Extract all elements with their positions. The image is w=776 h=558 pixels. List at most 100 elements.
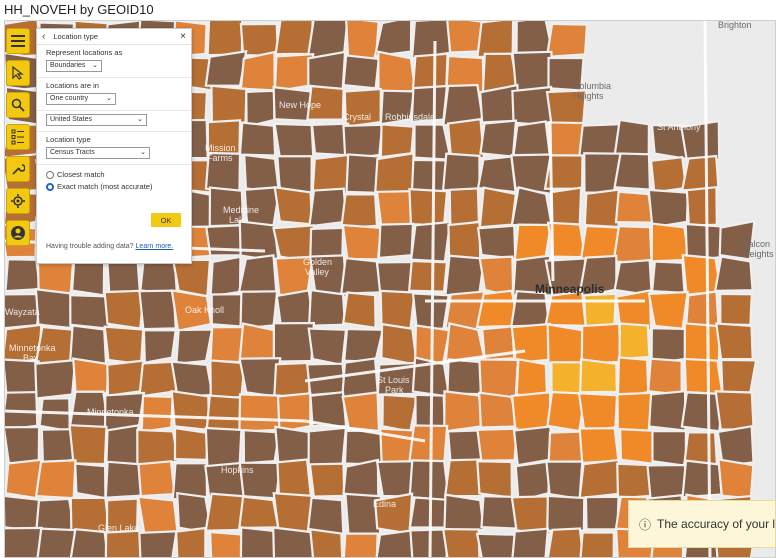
census-tract — [237, 254, 278, 295]
census-tract — [306, 84, 345, 121]
location-type-label: Location type — [46, 135, 91, 144]
represent-select[interactable]: Boundaries ⌄ — [46, 60, 102, 72]
place-label-crystal: Crystal — [343, 112, 371, 122]
radio-closest-match[interactable]: Closest match — [46, 170, 182, 179]
census-tract — [273, 186, 314, 226]
cursor-icon — [12, 66, 24, 80]
place-label-st-anthony: St Anthony — [657, 122, 701, 132]
chevron-down-icon: ⌄ — [106, 95, 112, 102]
census-tract — [34, 288, 75, 330]
locations-in-label: Locations are in — [46, 81, 99, 90]
legend-button[interactable] — [6, 124, 30, 150]
place-label-glen-lake: Glen Lake — [98, 523, 139, 533]
radio-exact-label: Exact match (most accurate) — [57, 182, 153, 191]
chevron-down-icon: ⌄ — [137, 116, 143, 123]
census-tract — [444, 254, 486, 297]
census-tract — [612, 225, 653, 264]
census-tract — [34, 459, 77, 500]
profile-button[interactable] — [6, 220, 30, 246]
census-tract — [680, 154, 720, 192]
radio-exact-match[interactable]: Exact match (most accurate) — [46, 182, 182, 191]
census-tract — [647, 357, 683, 397]
menu-icon — [11, 35, 25, 47]
census-tract — [208, 530, 248, 557]
country-select[interactable]: United States ⌄ — [46, 114, 147, 126]
census-tract — [441, 152, 481, 192]
user-icon — [11, 226, 25, 240]
census-tract — [407, 259, 449, 293]
place-label-minnetonka: Minnetonka — [87, 407, 134, 417]
location-type-select[interactable]: Census Tracts ⌄ — [46, 147, 150, 159]
census-tract — [717, 458, 755, 500]
census-tract — [373, 21, 413, 58]
census-tract — [512, 120, 552, 158]
census-tract — [307, 288, 347, 327]
settings-button[interactable] — [6, 188, 30, 214]
census-tract — [619, 427, 655, 466]
represent-label: Represent locations as — [46, 48, 123, 57]
census-tract — [647, 290, 689, 330]
census-tract — [476, 224, 517, 260]
census-tract — [714, 390, 755, 431]
census-tract — [5, 526, 43, 557]
tools-button[interactable] — [6, 156, 30, 182]
census-tract — [549, 186, 583, 228]
radio-closest-circle[interactable] — [46, 170, 54, 179]
locations-in-value: One country — [50, 95, 89, 102]
census-tract — [475, 532, 520, 557]
census-tract — [715, 322, 754, 361]
census-tract — [238, 322, 278, 364]
census-tract — [339, 256, 383, 295]
search-button[interactable] — [6, 92, 30, 118]
learn-more-link[interactable]: Learn more. — [135, 243, 174, 250]
close-icon[interactable]: × — [180, 31, 186, 42]
census-tract — [173, 426, 209, 461]
country-value: United States — [50, 116, 93, 123]
census-tract — [209, 255, 242, 298]
locations-in-select[interactable]: One country ⌄ — [46, 93, 116, 105]
census-tract — [204, 426, 243, 469]
census-tract — [476, 460, 514, 499]
census-tract — [580, 322, 622, 365]
census-tract — [511, 50, 554, 93]
census-tract — [375, 528, 418, 557]
census-tract — [441, 527, 481, 557]
census-tract — [136, 495, 179, 536]
census-tract — [409, 220, 452, 263]
search-icon — [11, 98, 25, 112]
census-tract — [716, 424, 755, 468]
census-tract — [238, 121, 277, 157]
ok-button[interactable]: OK — [151, 213, 181, 227]
census-tract — [510, 322, 552, 365]
census-tract — [138, 530, 178, 557]
panel-header: ‹ Location type × — [37, 29, 191, 45]
select-button[interactable] — [6, 60, 30, 86]
census-tract — [446, 117, 486, 160]
census-tract — [206, 21, 244, 57]
census-tract — [142, 329, 177, 365]
census-tract — [103, 325, 145, 366]
census-tract — [70, 260, 106, 297]
census-tract — [308, 462, 346, 498]
census-tract — [74, 462, 107, 500]
census-tract — [175, 328, 214, 366]
census-tract — [578, 427, 620, 465]
census-tract — [476, 155, 517, 194]
census-tract — [579, 531, 615, 557]
menu-button[interactable] — [6, 28, 30, 54]
place-labels: Brighton Columbia Heights Falcon Heights N… — [5, 21, 774, 533]
census-tract — [381, 393, 419, 433]
back-icon[interactable]: ‹ — [42, 31, 46, 42]
census-tract — [545, 22, 589, 59]
gear-icon — [11, 194, 25, 208]
place-label-minnetonka-beach: Minnetonka Bay — [9, 343, 56, 363]
census-tract — [377, 50, 417, 93]
census-tract — [647, 389, 687, 432]
census-tract — [511, 527, 550, 557]
radio-exact-circle[interactable] — [46, 182, 54, 191]
census-tract — [34, 358, 77, 400]
census-tract — [306, 496, 345, 536]
census-tract — [546, 323, 586, 365]
census-tract — [683, 322, 721, 365]
census-tract — [5, 258, 42, 293]
